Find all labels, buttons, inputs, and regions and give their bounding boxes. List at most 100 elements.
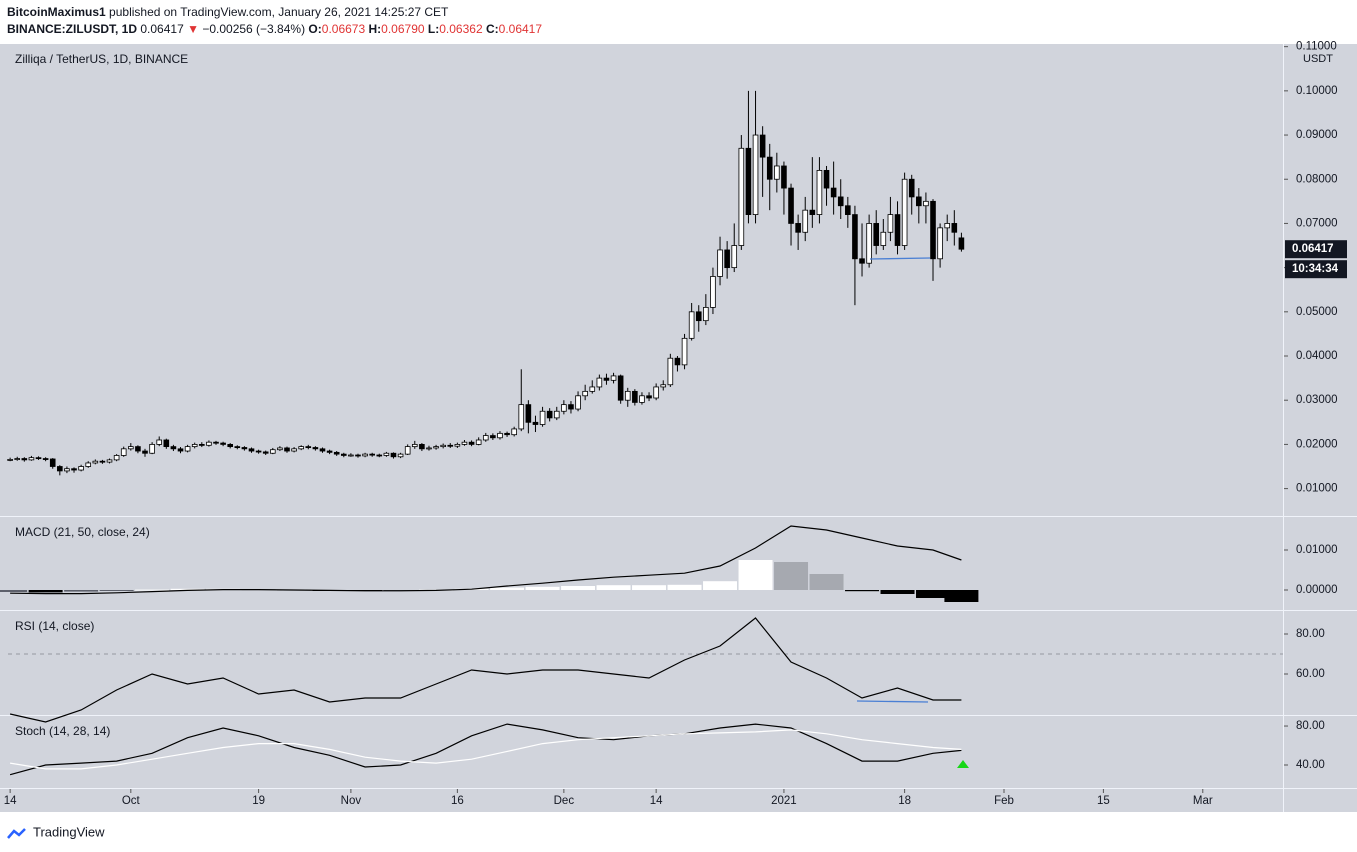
candle-body (106, 459, 113, 463)
candle-body (809, 209, 816, 215)
candle-body (362, 453, 368, 457)
y-tick-label: 0.02000 (1296, 438, 1338, 450)
x-tick-label: Mar (1193, 795, 1213, 807)
candle-body (227, 444, 234, 448)
candle-body (177, 448, 184, 452)
candle-body (468, 441, 475, 445)
candle-body (674, 357, 681, 366)
candle-body (92, 460, 99, 464)
candle-body (269, 449, 276, 454)
candle-body (475, 439, 482, 445)
candle-body (795, 223, 801, 233)
candle-body (78, 466, 84, 471)
y-tick-label: 40.00 (1296, 759, 1325, 771)
candle-body (64, 468, 70, 472)
candle-body (923, 200, 929, 207)
candle-body (774, 165, 780, 180)
candle-body (376, 454, 383, 457)
candle-body (142, 450, 148, 454)
candle-body (894, 214, 901, 246)
macd-histogram-bar (64, 590, 99, 592)
candle-body (703, 307, 709, 322)
candle-body (724, 249, 730, 269)
brand: TradingView (33, 824, 105, 839)
candle-body (695, 311, 702, 322)
candle-body (745, 147, 752, 215)
indicator-line (9, 723, 962, 776)
y-tick-label: 0.03000 (1296, 394, 1338, 406)
candle-body (944, 223, 951, 229)
candle-body (504, 432, 510, 436)
macd-histogram-bar (0, 590, 28, 592)
candle-body (596, 377, 603, 388)
y-tick-label: 0.05000 (1296, 306, 1338, 318)
indicator-line (9, 617, 962, 723)
candle-body (199, 444, 205, 446)
candle-body (277, 447, 283, 451)
candle-body (113, 455, 120, 461)
y-tick-label: 80.00 (1296, 628, 1325, 640)
candle-body (348, 454, 354, 457)
candle-body (241, 447, 248, 450)
candle-body (21, 458, 28, 461)
macd-histogram-bar (135, 589, 170, 591)
candle-body (433, 446, 439, 449)
candle-body (518, 404, 525, 430)
candle-body (390, 452, 397, 458)
candle-body (461, 441, 468, 445)
candle-body (447, 444, 454, 447)
close-label: C: (485, 22, 499, 36)
candle-body (262, 451, 269, 454)
macd-histogram-bar (738, 560, 773, 590)
candle-body (397, 453, 404, 458)
logo (7, 828, 26, 839)
candle-body (454, 444, 461, 447)
candle-body (845, 205, 851, 215)
candle-body (561, 404, 567, 412)
candle-body (220, 442, 226, 445)
candle-body (333, 451, 340, 455)
candle-body (710, 276, 716, 308)
candle-body (830, 187, 837, 198)
candle-body (383, 452, 390, 456)
candle-body (234, 446, 241, 449)
candle-body (852, 214, 858, 260)
candle-body (866, 223, 872, 264)
candle-body (57, 466, 63, 472)
macd-histogram-bar (916, 590, 951, 598)
x-tick-label: 18 (898, 795, 911, 807)
candle-body (546, 410, 553, 419)
open-label: O: (308, 22, 322, 36)
candle-body (298, 446, 304, 450)
candle-body (717, 249, 723, 277)
candle-body (837, 196, 844, 207)
candle-body (497, 432, 503, 439)
candle-body (539, 410, 546, 425)
y-unit: USDT (1303, 53, 1333, 65)
candle-body (901, 178, 908, 246)
published: published on TradingView.com, January 26… (109, 5, 449, 19)
candle-body (603, 377, 610, 381)
pane-title: RSI (14, close) (15, 619, 94, 633)
candle-body (617, 375, 624, 401)
candle-body (319, 448, 326, 452)
candle-body (312, 447, 319, 450)
candle-body (426, 447, 432, 450)
y-tick-label: 0.07000 (1296, 217, 1338, 229)
candle-body (731, 245, 738, 269)
support-line (869, 257, 931, 260)
candle-body (85, 462, 92, 467)
candle-body (326, 450, 333, 453)
candle-body (525, 404, 532, 423)
candle-body (170, 446, 177, 450)
y-tick-label: 80.00 (1296, 720, 1325, 732)
price-label-box (1285, 240, 1347, 259)
candle-body (42, 458, 49, 460)
candle-body (49, 458, 56, 467)
candle-body (28, 457, 35, 461)
candle-body (752, 134, 759, 215)
macd-histogram-bar (632, 585, 667, 590)
high: 0.06790 (381, 22, 425, 36)
x-tick-label: 14 (650, 795, 663, 807)
